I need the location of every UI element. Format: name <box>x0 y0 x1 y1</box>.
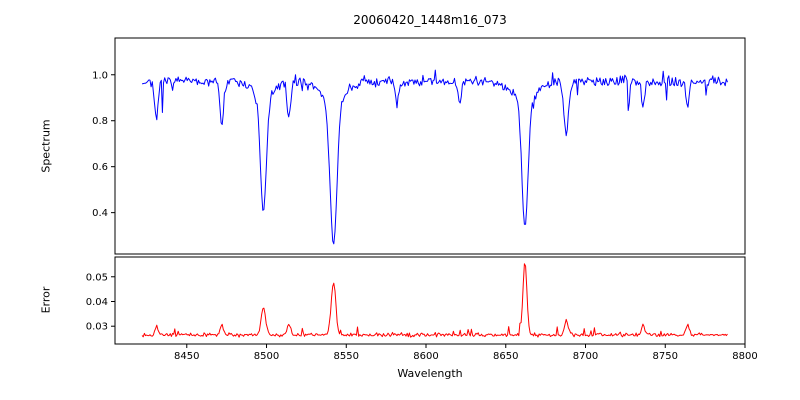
error-y-tick-label: 0.03 <box>86 322 108 333</box>
error-panel-border <box>114 256 746 345</box>
spectrum-line <box>141 69 728 245</box>
x-tick-label: 8500 <box>254 351 279 362</box>
x-tick-label: 8600 <box>413 351 438 362</box>
error-y-tick-label: 0.04 <box>86 297 108 308</box>
x-tick-label: 8700 <box>573 351 598 362</box>
spectrum-y-axis-label: Spectrum <box>39 119 53 173</box>
spectrum-y-tick-label: 0.4 <box>92 208 108 219</box>
spectrum-panel-border <box>114 37 746 255</box>
x-tick-label: 8750 <box>653 351 678 362</box>
error-y-axis-label: Error <box>39 286 53 314</box>
error-line <box>141 263 728 338</box>
error-y-tick-label: 0.05 <box>86 272 108 283</box>
chart-title: 20060420_1448m16_073 <box>353 13 507 27</box>
x-tick-label: 8800 <box>732 351 757 362</box>
x-tick-label: 8650 <box>493 351 518 362</box>
x-tick-label: 8450 <box>174 351 199 362</box>
spectrum-y-tick-label: 1.0 <box>92 70 108 81</box>
spectrum-y-tick-label: 0.8 <box>92 116 108 127</box>
spectrum-y-tick-label: 0.6 <box>92 162 108 173</box>
x-tick-label: 8550 <box>334 351 359 362</box>
x-axis-label: Wavelength <box>397 367 463 380</box>
